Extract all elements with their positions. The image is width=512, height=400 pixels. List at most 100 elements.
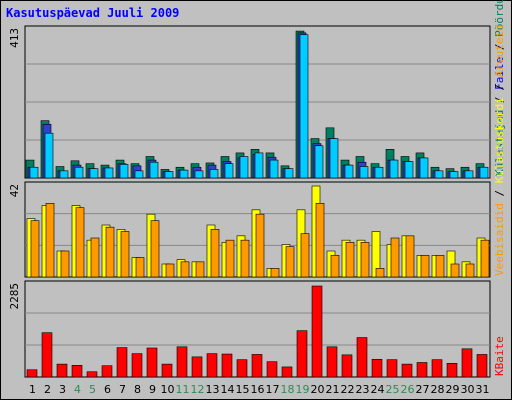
bar-faile [269, 159, 279, 179]
legend-separator: / [493, 183, 506, 203]
bar-arvuteid [330, 255, 340, 278]
bar-arvuteid [390, 237, 400, 278]
bar-kbaite [56, 363, 68, 378]
bar-arvuteid [150, 220, 160, 278]
bar-arvuteid [120, 231, 130, 278]
bar-faile [344, 164, 354, 179]
x-label: 13 [206, 383, 220, 396]
bar-kbaite [371, 358, 383, 378]
bar-faile [284, 168, 294, 179]
x-label: 21 [326, 383, 340, 396]
bar-faile [89, 168, 99, 179]
bar-kbaite [311, 285, 323, 378]
bar-arvuteid [90, 237, 100, 278]
bar-faile [434, 170, 444, 179]
bar-faile [239, 156, 249, 179]
bar-arvuteid [30, 220, 40, 278]
bar-faile [419, 157, 429, 179]
legend-middle: Veebisaidid / Külastuskordi / Arvuteid [493, 24, 506, 276]
bar-faile [164, 171, 174, 179]
bar-faile [299, 34, 309, 179]
legend-item: Veebisaidid [493, 203, 506, 276]
legend-item: Pöördumisi [493, 0, 506, 37]
bar-kbaite [206, 353, 218, 378]
x-label: 6 [104, 383, 111, 396]
bar-arvuteid [255, 213, 265, 278]
legend-item: Külastuskordi [493, 97, 506, 183]
bar-arvuteid [270, 268, 280, 278]
bar-kbaite [191, 356, 203, 378]
bar-arvuteid [105, 226, 115, 278]
bar-kbaite [131, 353, 143, 378]
bar-kbaite [446, 363, 458, 378]
bar-kbaite [221, 353, 233, 378]
legend-separator: / [493, 37, 506, 57]
x-label: 3 [59, 383, 66, 396]
x-label: 17 [266, 383, 280, 396]
bar-arvuteid [240, 239, 250, 278]
x-label: 7 [119, 383, 126, 396]
bar-kbaite [416, 362, 428, 378]
bar-arvuteid [465, 263, 475, 278]
x-label: 4 [74, 383, 81, 396]
bar-kbaite [326, 346, 338, 378]
x-label: 2 [44, 383, 51, 396]
bar-kbaite [41, 332, 53, 378]
bar-faile [179, 169, 189, 179]
bar-kbaite [176, 346, 188, 378]
x-label: 31 [476, 383, 490, 396]
x-label: 12 [191, 383, 205, 396]
x-label: 26 [401, 383, 415, 396]
bar-kbaite [236, 359, 248, 378]
x-label: 25 [386, 383, 400, 396]
x-label: 24 [371, 383, 385, 396]
bar-faile [449, 171, 459, 179]
bar-kbaite [476, 354, 488, 378]
bar-arvuteid [60, 250, 70, 278]
bar-kbaite [86, 371, 98, 378]
y-tick-middle: 42 [8, 184, 21, 197]
bar-kbaite [281, 366, 293, 378]
bar-arvuteid [420, 255, 430, 278]
bar-kbaite [251, 354, 263, 378]
bar-kbaite [341, 354, 353, 378]
x-label: 14 [221, 383, 235, 396]
legend-top: Külastajad / Faile / Pöördumisi [493, 0, 506, 176]
bar-faile [134, 170, 144, 179]
x-label: 29 [446, 383, 460, 396]
bar-kbaite [431, 359, 443, 378]
bar-faile [104, 167, 114, 179]
bar-arvuteid [435, 255, 445, 278]
bar-arvuteid [405, 235, 415, 278]
bar-faile [119, 164, 129, 179]
bar-arvuteid [360, 242, 370, 278]
y-tick-bottom: 2285 [8, 283, 21, 310]
bar-faile [359, 166, 369, 179]
bar-faile [479, 166, 489, 179]
bar-kbaite [71, 365, 83, 378]
bar-arvuteid [210, 229, 220, 278]
x-label: 11 [176, 383, 190, 396]
x-label: 16 [251, 383, 265, 396]
bar-faile [149, 161, 159, 179]
bar-faile [29, 166, 39, 179]
bar-kbaite [296, 330, 308, 378]
x-label: 23 [356, 383, 370, 396]
bar-kbaite [401, 363, 413, 378]
x-label: 22 [341, 383, 355, 396]
bar-arvuteid [450, 263, 460, 278]
legend-separator: / [493, 77, 506, 97]
bar-kbaite [26, 369, 38, 378]
x-label: 1 [29, 383, 36, 396]
x-label: 28 [431, 383, 445, 396]
x-label: 30 [461, 383, 475, 396]
bar-arvuteid [375, 268, 385, 278]
bar-faile [314, 145, 324, 179]
legend-item: KBaite [493, 336, 506, 376]
legend-separator: / [493, 90, 506, 110]
bar-arvuteid [225, 239, 235, 278]
bar-arvuteid [135, 257, 145, 278]
x-label: 15 [236, 383, 250, 396]
bar-arvuteid [345, 242, 355, 278]
x-label: 10 [161, 383, 175, 396]
